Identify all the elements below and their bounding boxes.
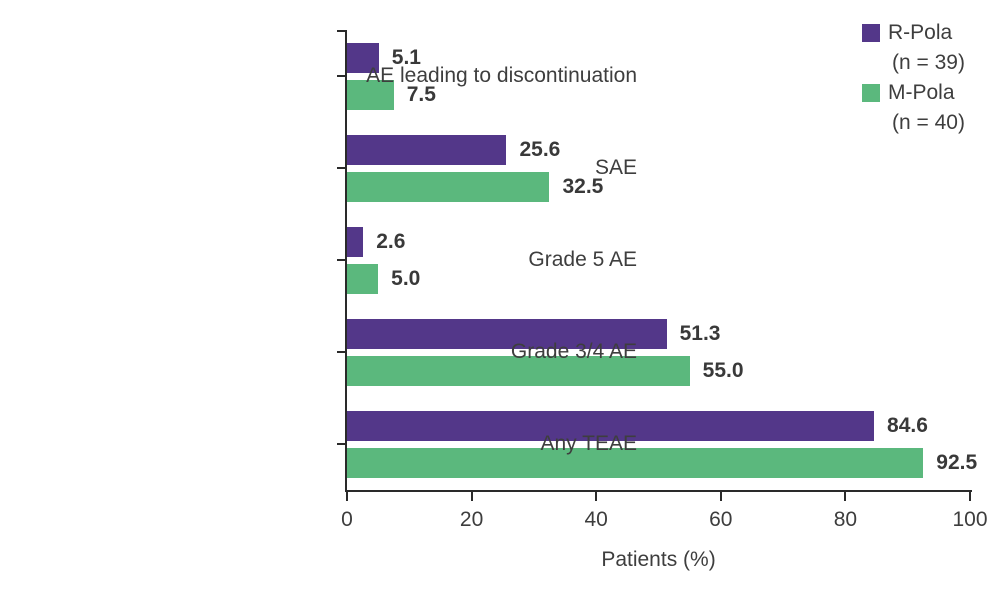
x-tick-label: 0 — [341, 508, 353, 531]
value-label: 32.5 — [562, 174, 604, 198]
category-label: Any TEAE — [540, 432, 638, 455]
bar-m-pola — [347, 171, 550, 202]
plot-area: 5.1 7.5 25.6 32.5 2.6 5.0 51.3 55.0 84.6 92.5 0 20 4… — [337, 30, 988, 531]
m-pola-swatch-icon — [862, 84, 880, 102]
value-label: 92.5 — [936, 450, 978, 474]
x-tick-label: 100 — [952, 508, 988, 531]
category-label: SAE — [594, 156, 637, 179]
bar-group: 84.6 92.5 — [347, 398, 977, 490]
y-axis-line — [345, 30, 347, 492]
category-label: AE leading to discontinuation — [366, 64, 637, 87]
y-axis-cap-tick — [337, 30, 345, 32]
value-label: 5.1 — [391, 45, 421, 69]
bar-group: 25.6 32.5 — [347, 122, 970, 214]
value-label: 55.0 — [702, 358, 744, 382]
x-tick — [969, 492, 971, 501]
bar-r-pola — [347, 134, 507, 165]
r-pola-swatch-icon — [862, 24, 880, 42]
x-tick-label: 60 — [709, 508, 733, 531]
x-axis-line — [345, 490, 972, 492]
value-label: 25.6 — [519, 137, 561, 161]
y-tick — [337, 351, 345, 353]
bar-group: 51.3 55.0 — [347, 306, 970, 398]
value-label: 51.3 — [679, 321, 721, 345]
bar-r-pola — [347, 226, 364, 257]
legend-entry-m-pola: M-Pola (n = 40) — [862, 78, 965, 138]
value-label: 2.6 — [376, 229, 406, 253]
x-tick-label: 80 — [833, 508, 858, 531]
legend-label: R-Pola — [888, 21, 953, 44]
y-tick — [337, 167, 345, 169]
bar-m-pola — [347, 263, 379, 294]
x-tick — [470, 492, 473, 501]
category-label: Grade 5 AE — [528, 248, 637, 271]
bar-m-pola — [347, 355, 690, 386]
x-tick — [844, 492, 847, 501]
y-tick — [337, 443, 345, 445]
legend-sublabel: (n = 40) — [892, 111, 965, 134]
value-label: 7.5 — [406, 82, 436, 106]
bar-group: 2.6 5.0 — [347, 214, 970, 306]
legend-label: M-Pola — [888, 81, 955, 104]
value-label: 5.0 — [391, 266, 421, 290]
value-label: 84.6 — [887, 413, 928, 437]
y-tick — [337, 75, 345, 77]
y-tick — [337, 259, 345, 261]
bar-group: 5.1 7.5 — [347, 30, 970, 122]
legend: R-Pola (n = 39) M-Pola (n = 40) — [862, 18, 965, 138]
legend-entry-r-pola: R-Pola (n = 39) — [862, 18, 965, 78]
x-tick — [595, 492, 598, 501]
bar-r-pola — [347, 410, 875, 441]
x-axis-title: Patients (%) — [601, 548, 716, 571]
category-label: Grade 3/4 AE — [510, 340, 637, 363]
bar-m-pola — [347, 79, 394, 110]
bar-r-pola — [347, 42, 379, 73]
x-tick — [719, 492, 722, 501]
bar-m-pola — [347, 447, 924, 478]
legend-sublabel: (n = 39) — [892, 51, 965, 74]
x-tick — [346, 492, 348, 501]
x-tick-label: 40 — [584, 508, 608, 531]
bar-r-pola — [347, 318, 667, 349]
x-tick-label: 20 — [459, 508, 484, 531]
